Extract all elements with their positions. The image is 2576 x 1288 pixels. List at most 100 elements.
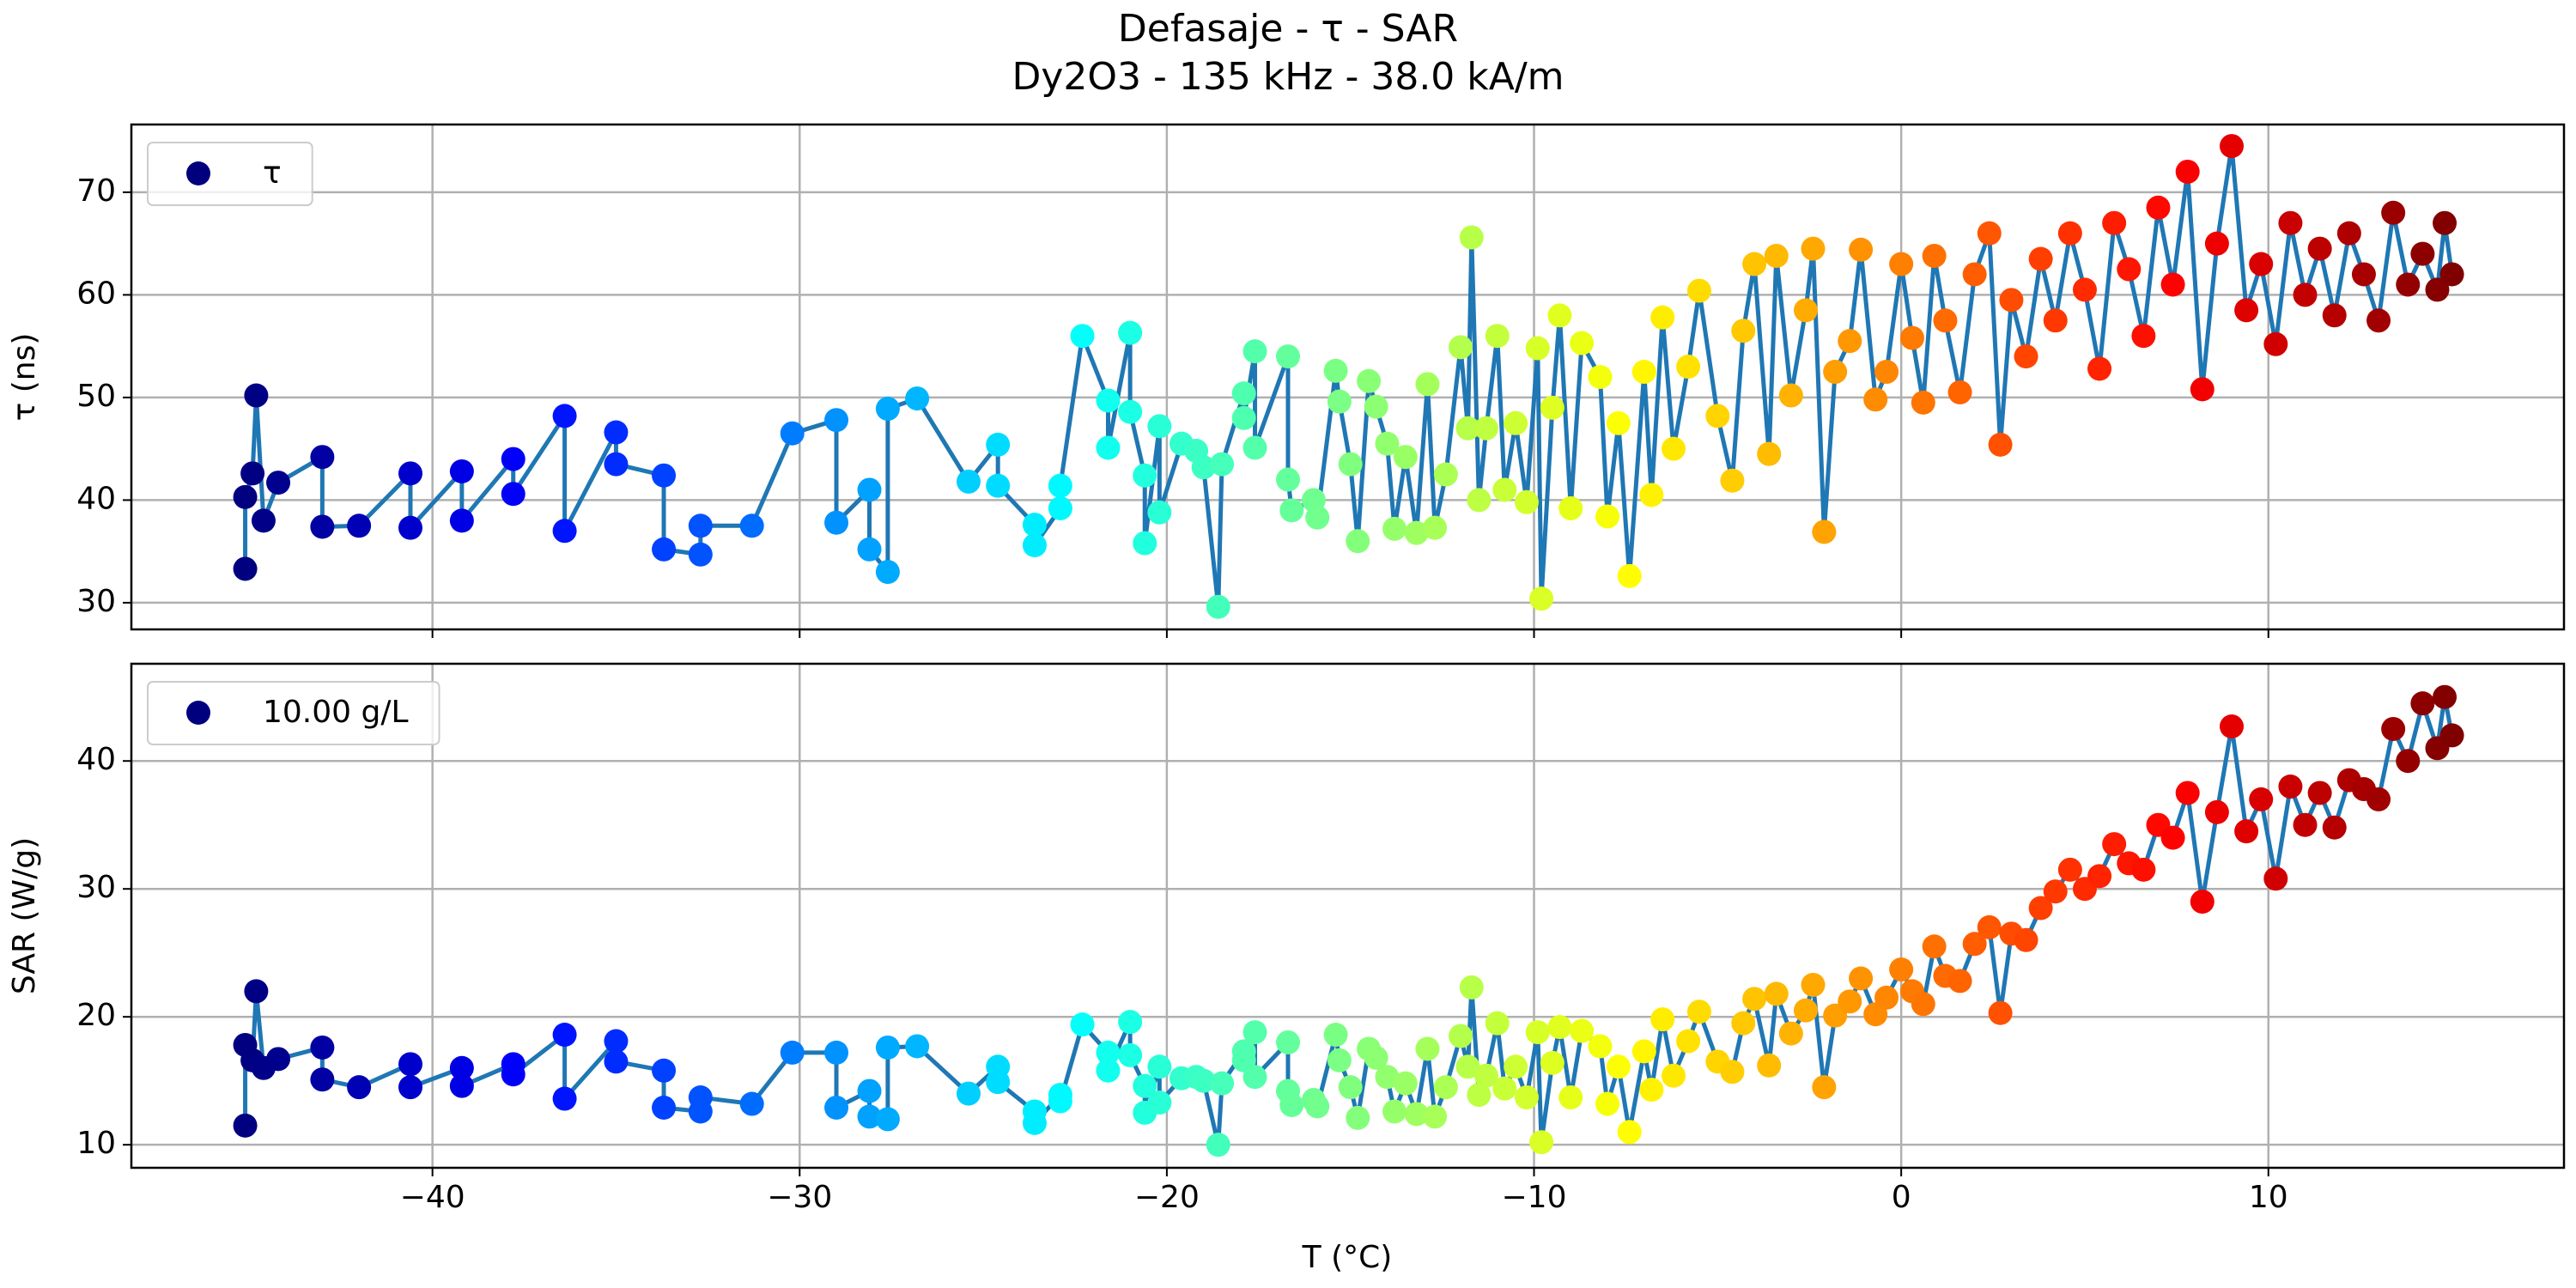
data-point [2220, 134, 2245, 159]
data-point [2160, 272, 2185, 297]
data-point [2307, 236, 2332, 261]
data-point [233, 556, 258, 581]
data-point [1558, 1085, 1583, 1110]
data-point [1276, 1030, 1301, 1054]
data-point [2131, 857, 2156, 882]
data-point [2057, 221, 2082, 246]
data-point [1327, 389, 1352, 414]
data-point [1504, 410, 1528, 435]
y-tick-label: 50 [76, 379, 116, 414]
data-point [1911, 390, 1935, 415]
data-point [1210, 452, 1235, 477]
data-point [1279, 1092, 1304, 1117]
data-point [1096, 435, 1121, 460]
data-point [1206, 1133, 1230, 1157]
data-point [1118, 1010, 1143, 1035]
data-point [824, 408, 849, 433]
data-point [1962, 262, 1987, 287]
data-point [1558, 495, 1583, 520]
data-point [449, 1055, 474, 1080]
data-point [310, 1067, 335, 1092]
data-point [1433, 462, 1458, 487]
data-point [1547, 1015, 1572, 1040]
data-point [688, 513, 713, 538]
data-point [2410, 241, 2435, 266]
data-point [1595, 504, 1620, 529]
data-point [857, 1078, 882, 1103]
axes-frame [130, 123, 2566, 631]
data-point [2190, 377, 2215, 402]
data-point [1977, 221, 2002, 246]
data-point [1922, 934, 1947, 959]
legend: 10.00 g/L [147, 681, 440, 745]
data-point [1070, 324, 1095, 349]
data-point [1147, 1091, 1172, 1115]
data-point [1323, 1023, 1348, 1048]
data-point [1617, 563, 1642, 588]
data-point [1962, 932, 1987, 957]
data-point [1492, 477, 1517, 502]
data-point [347, 1075, 372, 1100]
data-point [1540, 1050, 1564, 1075]
data-point [2102, 210, 2127, 235]
data-point [1133, 531, 1157, 556]
data-point [1639, 483, 1664, 507]
data-point [604, 452, 629, 477]
data-point [1364, 1045, 1388, 1070]
data-point [2204, 231, 2229, 256]
data-point [1375, 431, 1400, 456]
data-point [1231, 381, 1256, 406]
data-point [1812, 1075, 1837, 1100]
data-point [1757, 1053, 1782, 1078]
data-point [2410, 691, 2435, 716]
data-point [233, 484, 258, 509]
data-point [1801, 972, 1826, 997]
data-point [2293, 283, 2318, 307]
data-point [1863, 387, 1888, 412]
data-point [1048, 473, 1072, 498]
x-tick-label: −40 [400, 1180, 465, 1215]
data-point [1588, 365, 1613, 389]
data-point [2087, 356, 2112, 381]
subtitle: Dy2O3 - 135 kHz - 38.0 kA/m [1012, 55, 1564, 99]
data-point [1720, 468, 1745, 493]
data-point [780, 1040, 805, 1065]
data-point [1547, 303, 1572, 328]
data-point [244, 979, 269, 1004]
data-point [2028, 246, 2053, 271]
data-point [1279, 498, 1304, 523]
data-point [956, 469, 981, 494]
data-point [1473, 1063, 1498, 1088]
data-point [1504, 1054, 1528, 1079]
data-point [1529, 1130, 1554, 1155]
y-axis-label: SAR (W/g) [7, 837, 42, 994]
y-tick-label: 30 [76, 584, 116, 619]
data-point [1588, 1034, 1613, 1059]
data-point [1947, 380, 1972, 404]
data-point [986, 432, 1011, 457]
data-point [1242, 1020, 1267, 1045]
y-tick-label: 60 [76, 276, 116, 311]
data-point [824, 1095, 849, 1120]
data-point [1485, 324, 1510, 349]
y-axis-label: τ (ns) [7, 333, 42, 422]
data-point [2396, 272, 2421, 297]
data-point [2381, 716, 2406, 741]
data-point [2014, 927, 2038, 952]
data-point [1977, 914, 2002, 939]
data-point [956, 1081, 981, 1106]
data-point [1191, 1068, 1216, 1093]
data-point [501, 482, 526, 507]
data-point [449, 459, 474, 483]
data-point [739, 513, 764, 538]
data-point [1757, 441, 1782, 466]
y-tick-label: 10 [76, 1126, 116, 1161]
data-point [2014, 344, 2038, 369]
data-point [1631, 1039, 1656, 1064]
data-point [398, 461, 422, 486]
data-point [2439, 262, 2464, 287]
data-point [2322, 303, 2347, 328]
data-point [1423, 1104, 1448, 1129]
data-point [240, 461, 265, 486]
